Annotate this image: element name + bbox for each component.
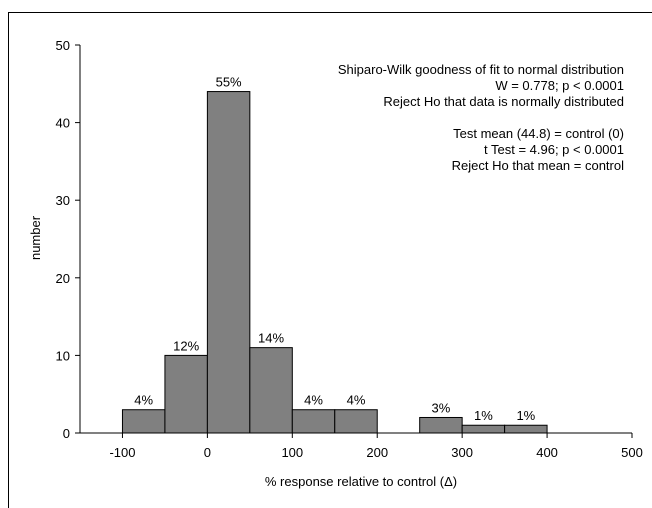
annotation-line-6: Reject Ho that mean = control [452,158,624,173]
bar-label-2: 55% [216,75,242,90]
y-tick-label-4: 40 [56,116,70,131]
x-tick-label-6: 500 [621,445,643,460]
x-ticks-group: -100 0 100 200 300 400 500 [109,433,643,460]
bar-label-3: 14% [258,331,284,346]
bar-label-8: 1% [516,408,535,423]
bar-label-6: 3% [432,400,451,415]
bar-label-7: 1% [474,408,493,423]
bar-label-4: 4% [304,393,323,408]
frame-top-border [8,12,652,13]
y-tick-label-0: 0 [63,426,70,441]
bar-3 [249,347,293,434]
x-tick-label-1: 0 [204,445,211,460]
axes-group [79,45,632,434]
statistics-annotation: Shiparo-Wilk goodness of fit to normal d… [338,62,624,173]
annotation-line-1: W = 0.778; p < 0.0001 [495,78,624,93]
bar-0 [121,409,166,434]
bar-7 [461,424,506,434]
y-tick-label-1: 10 [56,348,70,363]
bar-labels-group: 4% 12% 55% 14% 4% 4% 3% 1% 1% [134,75,535,424]
bar-label-1: 12% [173,338,199,353]
bar-4 [291,409,336,434]
frame-left-border [8,12,9,508]
y-tick-label-2: 20 [56,271,70,286]
annotation-line-4: Test mean (44.8) = control (0) [453,126,624,141]
x-tick-label-4: 300 [451,445,473,460]
x-tick-label-2: 100 [281,445,303,460]
y-tick-label-5: 50 [56,38,70,53]
bar-label-0: 4% [134,393,153,408]
bar-2 [206,91,251,434]
bar-6 [419,416,463,434]
annotation-line-0: Shiparo-Wilk goodness of fit to normal d… [338,62,624,77]
x-tick-label-3: 200 [366,445,388,460]
y-axis-title: number [28,215,43,260]
annotation-line-5: t Test = 4.96; p < 0.0001 [484,142,624,157]
x-tick-label-0: -100 [109,445,135,460]
bar-label-5: 4% [347,393,366,408]
bar-8 [504,424,548,434]
bar-1 [164,354,208,434]
y-tick-label-3: 30 [56,193,70,208]
y-ticks-group: 0 10 20 30 40 50 [56,38,80,441]
x-tick-label-5: 400 [536,445,558,460]
x-axis-title: % response relative to control (Δ) [265,474,457,489]
annotation-line-2: Reject Ho that data is normally distribu… [383,94,624,109]
bar-5 [334,409,378,434]
bars-group [121,91,548,434]
